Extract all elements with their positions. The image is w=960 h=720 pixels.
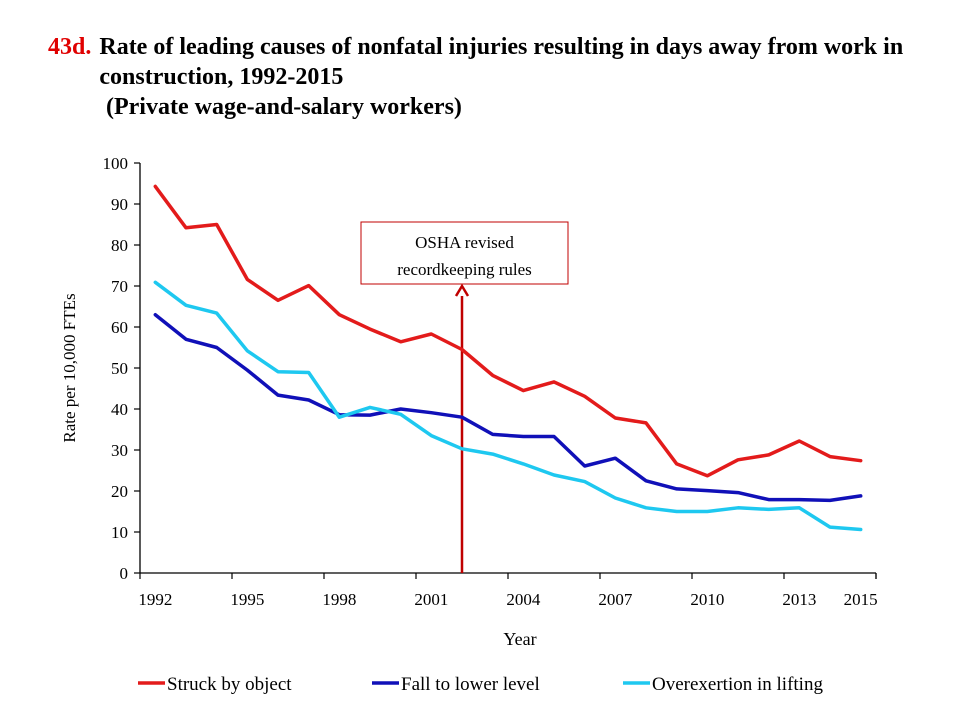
y-tick-label: 60	[111, 318, 128, 337]
figure-number: 43d.	[48, 34, 92, 60]
annotation-arrow-head	[454, 283, 470, 297]
annotation-text-line2: recordkeeping rules	[397, 260, 532, 279]
x-tick-label: 2007	[598, 590, 633, 609]
y-axis-label: Rate per 10,000 FTEs	[60, 293, 79, 442]
series-layer	[153, 184, 863, 532]
annotation-text-line1: OSHA revised	[415, 233, 514, 252]
y-tick-label: 100	[103, 154, 129, 173]
y-tick-label: 40	[111, 400, 128, 419]
legend-label-1: Struck by object	[167, 674, 292, 695]
x-tick-label: 1998	[322, 590, 356, 609]
y-tick-label: 0	[120, 564, 129, 583]
annotation-box	[360, 221, 569, 285]
chart-title-block: 43d. Rate of leading causes of nonfatal …	[48, 32, 928, 122]
chart-axes: 0 10 20 30 40 50 60 70 80 90 100 1992 1995 1998 2001 20…	[103, 154, 878, 609]
x-tick-label: 2013	[782, 590, 816, 609]
x-tick-label: 2004	[506, 590, 541, 609]
x-tick-label: 2015	[844, 590, 878, 609]
series-line-1	[153, 184, 863, 478]
legend-label-2: Fall to lower level	[401, 674, 540, 695]
chart-subtitle: (Private wage-and-salary workers)	[106, 94, 462, 120]
x-axis-label: Year	[503, 629, 536, 649]
chart-legend: Struck by object Fall to lower level Overe…	[138, 674, 823, 695]
series-line-2	[153, 312, 863, 503]
x-tick-label: 1995	[230, 590, 264, 609]
y-tick-label: 50	[111, 359, 128, 378]
chart-title: Rate of leading causes of nonfatal injur…	[99, 34, 904, 90]
x-tick-label: 2001	[414, 590, 448, 609]
y-tick-label: 10	[111, 523, 128, 542]
legend-label-3: Overexertion in lifting	[652, 674, 823, 695]
x-tick-label: 2010	[690, 590, 724, 609]
series-line-3	[153, 280, 863, 532]
annotation-layer: OSHA revised recordkeeping rules	[360, 221, 569, 573]
y-tick-label: 90	[111, 195, 128, 214]
y-tick-label: 70	[111, 277, 128, 296]
x-tick-label: 1992	[138, 590, 172, 609]
y-tick-label: 20	[111, 482, 128, 501]
y-tick-label: 80	[111, 236, 128, 255]
y-tick-label: 30	[111, 441, 128, 460]
